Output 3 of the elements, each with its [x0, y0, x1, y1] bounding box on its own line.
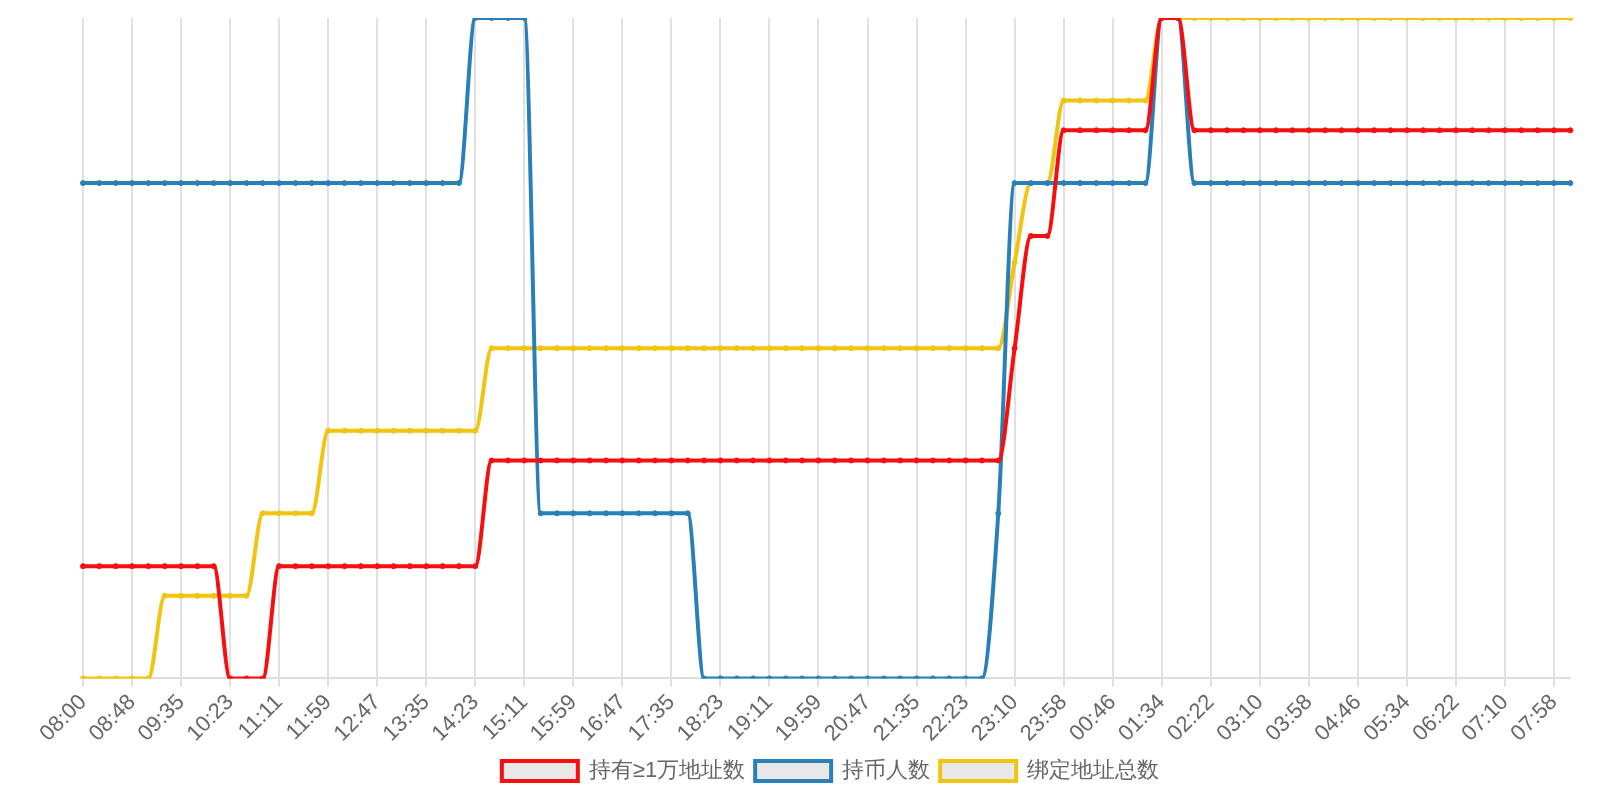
legend-label: 持币人数	[842, 757, 931, 783]
legend-label: 持有≥1万地址数	[588, 757, 746, 783]
legend-label: 绑定地址总数	[1027, 757, 1160, 783]
